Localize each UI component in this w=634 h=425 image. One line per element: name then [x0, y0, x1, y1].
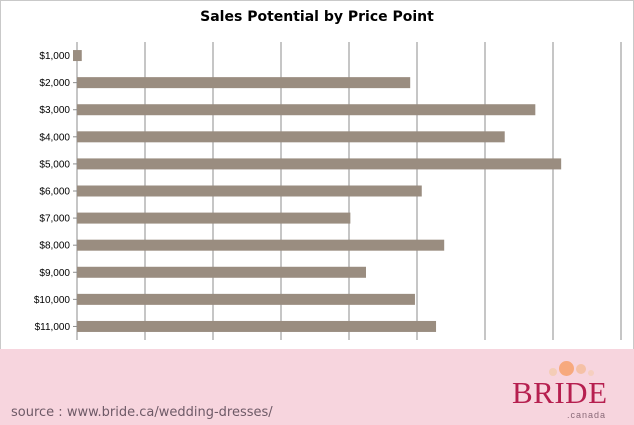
y-tick-label: $8,000 [39, 241, 70, 252]
y-tick-label: $11,000 [35, 322, 71, 333]
y-tick-label: $6,000 [39, 187, 70, 198]
y-tick-label: $2,000 [39, 78, 70, 89]
y-tick-label: $5,000 [39, 159, 70, 170]
y-tick-label: $9,000 [39, 268, 70, 279]
bar [77, 239, 445, 251]
y-tick-label: $3,000 [39, 105, 70, 116]
y-tick-label: $7,000 [39, 214, 70, 225]
source-caption: source : www.bride.ca/wedding-dresses/ [11, 405, 273, 420]
bar [77, 185, 422, 197]
bar [77, 266, 366, 278]
footer-band: source : www.bride.ca/wedding-dresses/ B… [0, 349, 634, 425]
logo-subtext: .canada [567, 410, 607, 420]
bar [77, 293, 415, 305]
y-tick-label: $10,000 [34, 295, 71, 306]
bar [77, 77, 411, 89]
bar [77, 320, 437, 332]
bar [77, 131, 505, 143]
logo-dot-icon [588, 370, 594, 376]
bar [77, 212, 351, 224]
logo-dot-icon [549, 368, 557, 376]
bride-canada-logo: BRIDE .canada [512, 359, 622, 421]
bar [77, 158, 562, 170]
chart-area [0, 0, 634, 349]
logo-dot-icon [576, 364, 586, 374]
bar-chart: $1,000 $2,000 $3,000 $4,000 $5,000 $6,000 $7,0… [34, 42, 622, 340]
logo-wordmark: BRIDE [512, 375, 608, 410]
y-tick-label: $4,000 [39, 132, 70, 143]
bar [77, 104, 536, 116]
bar [73, 50, 82, 62]
chart-title: Sales Potential by Price Point [200, 9, 434, 25]
y-tick-label: $1,000 [39, 51, 70, 62]
logo-dot-icon [559, 361, 574, 376]
